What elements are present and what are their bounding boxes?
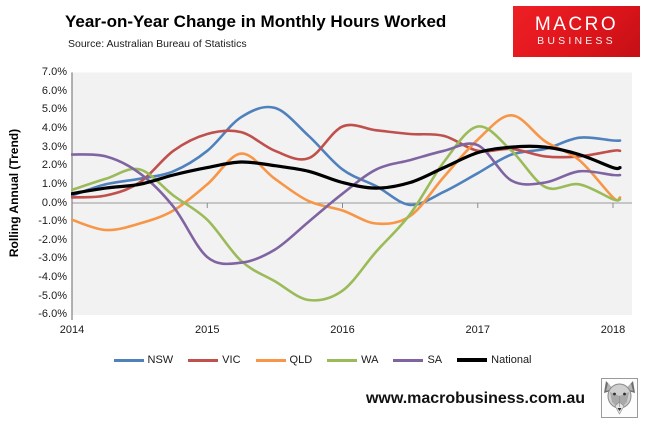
y-tick-label: -1.0% [38,215,67,228]
series-lines [71,105,622,302]
series-line-national [71,144,622,196]
legend-swatch [393,358,424,362]
y-tick-label: -2.0% [38,233,67,246]
series-line-vic [71,123,622,199]
logo-text-macro: MACRO [534,14,619,35]
y-tick-label: 7.0% [41,65,67,78]
line-chart-canvas [71,72,632,320]
legend-swatch [113,358,144,362]
wolf-logo [601,378,638,418]
plot-area [72,72,632,316]
legend-label: SA [427,354,443,366]
x-axis-ticks [206,203,614,208]
wolf-icon [604,381,635,415]
y-tick-label: 6.0% [41,84,67,97]
legend-item-sa: SA [393,354,442,366]
y-tick-label: -6.0% [38,308,67,321]
y-tick-label: -3.0% [38,252,67,265]
legend-item-nsw: NSW [113,354,174,366]
y-tick-label: -4.0% [38,271,67,284]
series-line-wa [71,125,622,302]
series-line-sa [71,142,622,266]
y-tick-label: 4.0% [41,121,67,134]
x-tick-label: 2014 [59,324,85,336]
x-tick-label: 2016 [330,324,355,336]
legend-swatch [457,358,488,362]
y-tick-label: 3.0% [41,140,67,153]
chart-title: Year-on-Year Change in Monthly Hours Wor… [65,12,447,31]
chart-legend: NSW VIC QLD WA SA National [0,354,645,366]
logo-text-business: BUSINESS [537,35,616,47]
y-tick-label: 1.0% [41,177,67,190]
chart-source: Source: Australian Bureau of Statistics [68,38,247,50]
y-tick-label: 5.0% [41,103,67,116]
y-tick-label: 0.0% [41,196,67,209]
legend-label: VIC [222,354,241,366]
legend-swatch [255,358,286,362]
legend-item-wa: WA [327,354,378,366]
legend-item-qld: QLD [255,354,313,366]
legend-swatch [188,358,219,362]
legend-label: National [491,354,532,366]
legend-label: WA [361,354,379,366]
y-tick-label: -5.0% [38,289,67,302]
y-tick-label: 2.0% [41,159,67,172]
legend-label: NSW [147,354,174,366]
website-url: www.macrobusiness.com.au [365,390,585,407]
macrobusiness-logo: MACRO BUSINESS [513,6,640,57]
x-tick-label: 2017 [465,324,490,336]
x-tick-label: 2018 [600,324,626,336]
legend-item-vic: VIC [188,354,241,366]
series-line-qld [71,113,622,232]
legend-label: QLD [289,354,313,366]
legend-swatch [327,358,358,362]
legend-item-national: National [457,354,532,366]
x-tick-label: 2015 [195,324,220,336]
